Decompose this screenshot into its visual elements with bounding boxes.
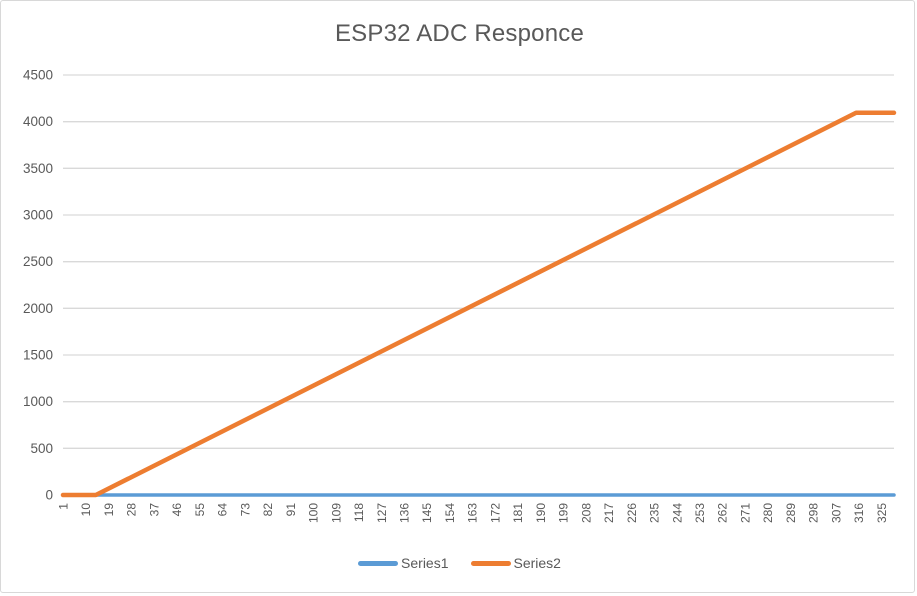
x-axis-tick-label: 298 <box>807 503 821 523</box>
x-axis-tick-label: 208 <box>579 503 593 523</box>
x-axis-tick-label: 10 <box>79 503 93 517</box>
x-axis-tick-label: 37 <box>147 503 161 517</box>
x-axis-tick-label: 19 <box>102 503 116 517</box>
y-axis-tick-label: 3500 <box>23 161 53 176</box>
x-axis-tick-label: 91 <box>284 503 298 517</box>
x-axis-tick-label: 325 <box>875 503 889 523</box>
y-axis-tick-label: 0 <box>45 488 53 503</box>
x-axis-tick-label: 316 <box>852 503 866 523</box>
chart-title: ESP32 ADC Responce <box>334 20 585 47</box>
x-axis-tick-label: 289 <box>784 503 798 523</box>
x-axis-tick-label: 100 <box>307 503 321 523</box>
series-line-series2[interactable] <box>60 110 897 498</box>
x-axis-tick-label: 190 <box>534 503 548 523</box>
y-axis-tick-label: 1000 <box>23 394 53 409</box>
x-axis-tick-label: 244 <box>670 503 684 523</box>
x-axis-tick-label: 235 <box>648 503 662 523</box>
x-axis-tick-label: 181 <box>511 503 525 523</box>
x-axis-tick-label: 82 <box>261 503 275 517</box>
x-axis-tick-label: 73 <box>238 503 252 517</box>
x-axis-tick-label: 64 <box>216 503 230 517</box>
y-axis-tick-label: 2500 <box>23 254 53 269</box>
legend-line-swatch <box>470 560 511 566</box>
x-axis-tick-label: 1 <box>57 503 71 510</box>
legend-item-series2[interactable]: Series2 <box>470 555 561 571</box>
x-axis-tick-label: 28 <box>125 503 139 517</box>
x-axis-tick-label: 199 <box>557 503 571 523</box>
legend: Series1 Series2 <box>1 555 917 571</box>
legend-label: Series1 <box>401 555 449 571</box>
x-axis-tick-label: 145 <box>420 503 434 523</box>
x-axis-tick-label: 127 <box>375 503 389 523</box>
y-axis-tick-label: 4500 <box>23 68 53 83</box>
y-axis-tick-label: 1500 <box>23 348 53 363</box>
x-axis-tick-label: 280 <box>761 503 775 523</box>
x-axis-tick-label: 109 <box>329 503 343 523</box>
y-axis-tick-label: 3000 <box>23 208 53 223</box>
x-axis-tick-label: 262 <box>716 503 730 523</box>
x-axis-tick-label: 172 <box>488 503 502 523</box>
y-axis-tick-label: 500 <box>30 441 53 456</box>
x-axis-tick-label: 271 <box>738 503 752 523</box>
legend-label: Series2 <box>513 555 561 571</box>
x-axis-tick-label: 154 <box>443 503 457 523</box>
legend-line-swatch <box>358 560 399 566</box>
x-axis-tick-label: 217 <box>602 503 616 523</box>
y-axis-tick-label: 2000 <box>23 301 53 316</box>
y-axis-tick-label: 4000 <box>23 114 53 129</box>
x-axis-tick-label: 46 <box>170 503 184 517</box>
x-axis-tick-label: 253 <box>693 503 707 523</box>
x-axis-tick-label: 226 <box>625 503 639 523</box>
x-axis-tick-label: 163 <box>466 503 480 523</box>
x-axis-tick-label: 136 <box>397 503 411 523</box>
x-axis-tick-label: 55 <box>193 503 207 517</box>
x-axis-tick-label: 118 <box>352 503 366 522</box>
x-axis-tick-label: 307 <box>829 503 843 523</box>
legend-item-series1[interactable]: Series1 <box>358 555 449 571</box>
